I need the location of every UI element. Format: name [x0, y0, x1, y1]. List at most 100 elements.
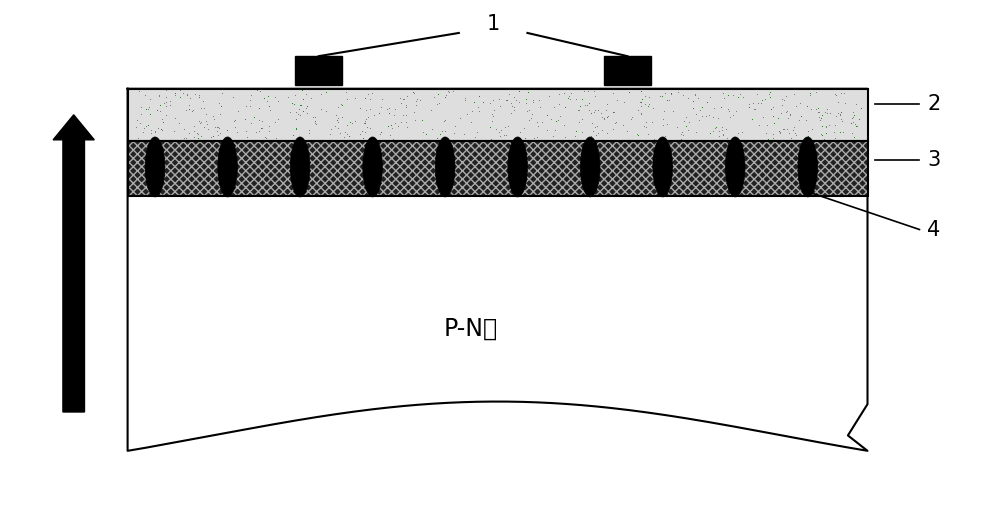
- Ellipse shape: [363, 137, 382, 197]
- Point: [211, 99, 227, 107]
- Point: [357, 94, 373, 102]
- Point: [848, 122, 864, 130]
- Point: [585, 127, 601, 136]
- Point: [372, 129, 388, 138]
- Point: [230, 106, 246, 115]
- Point: [357, 119, 373, 127]
- Point: [615, 121, 631, 130]
- Point: [138, 122, 154, 130]
- Point: [414, 115, 430, 124]
- Point: [674, 128, 690, 137]
- Point: [493, 126, 509, 135]
- Point: [203, 133, 219, 142]
- Text: 4: 4: [927, 220, 941, 239]
- Point: [176, 125, 192, 134]
- Point: [605, 108, 621, 117]
- Point: [510, 134, 526, 142]
- Point: [688, 128, 704, 136]
- Point: [753, 98, 769, 107]
- Point: [193, 118, 209, 127]
- Point: [256, 93, 272, 102]
- Point: [334, 101, 350, 109]
- Point: [360, 113, 376, 122]
- Bar: [604, 56, 651, 85]
- Point: [652, 92, 668, 101]
- Ellipse shape: [653, 137, 672, 197]
- Point: [788, 102, 804, 111]
- Point: [810, 108, 826, 117]
- Point: [779, 106, 795, 115]
- Point: [776, 96, 792, 104]
- Point: [798, 115, 814, 124]
- Point: [303, 94, 319, 102]
- Point: [818, 129, 834, 137]
- Point: [243, 91, 259, 99]
- Point: [445, 87, 461, 95]
- Point: [385, 135, 401, 143]
- Point: [844, 114, 860, 122]
- Point: [779, 125, 795, 134]
- Point: [408, 97, 424, 105]
- Point: [511, 97, 527, 106]
- Point: [633, 98, 649, 106]
- Point: [471, 106, 487, 115]
- Point: [783, 134, 799, 142]
- Point: [830, 109, 846, 117]
- Point: [356, 119, 372, 127]
- Point: [688, 110, 704, 119]
- Point: [557, 132, 573, 141]
- Point: [399, 92, 415, 101]
- Point: [534, 118, 550, 127]
- Point: [685, 97, 701, 105]
- Point: [287, 91, 303, 99]
- Point: [678, 122, 694, 130]
- Point: [415, 128, 431, 136]
- Point: [623, 115, 639, 123]
- Point: [511, 87, 527, 95]
- Point: [488, 124, 504, 133]
- Point: [608, 118, 624, 126]
- Point: [563, 88, 579, 97]
- Point: [189, 129, 205, 137]
- Point: [698, 112, 714, 121]
- Point: [803, 104, 819, 113]
- Point: [212, 110, 228, 119]
- Point: [821, 120, 837, 129]
- Point: [557, 103, 573, 112]
- Point: [153, 124, 169, 133]
- Point: [546, 103, 562, 111]
- Point: [158, 101, 174, 110]
- Point: [196, 123, 212, 131]
- Point: [407, 115, 423, 124]
- Point: [843, 118, 859, 127]
- Point: [706, 104, 722, 112]
- Point: [211, 124, 227, 132]
- Point: [833, 107, 849, 116]
- Point: [398, 103, 414, 112]
- Point: [574, 95, 590, 104]
- Point: [833, 89, 849, 98]
- Point: [687, 91, 703, 99]
- Ellipse shape: [580, 137, 600, 197]
- Point: [817, 108, 833, 117]
- Point: [190, 130, 206, 138]
- Point: [192, 119, 208, 128]
- Point: [634, 95, 650, 103]
- Point: [637, 92, 653, 101]
- FancyArrow shape: [53, 115, 94, 412]
- Point: [260, 92, 276, 100]
- Point: [492, 132, 508, 140]
- Point: [588, 131, 604, 139]
- Point: [172, 86, 188, 95]
- Point: [288, 124, 304, 133]
- Point: [446, 129, 462, 137]
- Point: [814, 131, 830, 139]
- Point: [719, 134, 735, 142]
- Point: [645, 104, 661, 112]
- Point: [333, 100, 349, 109]
- Point: [185, 106, 201, 114]
- Point: [426, 93, 442, 102]
- Point: [258, 134, 274, 142]
- Point: [387, 118, 403, 127]
- Point: [339, 121, 355, 129]
